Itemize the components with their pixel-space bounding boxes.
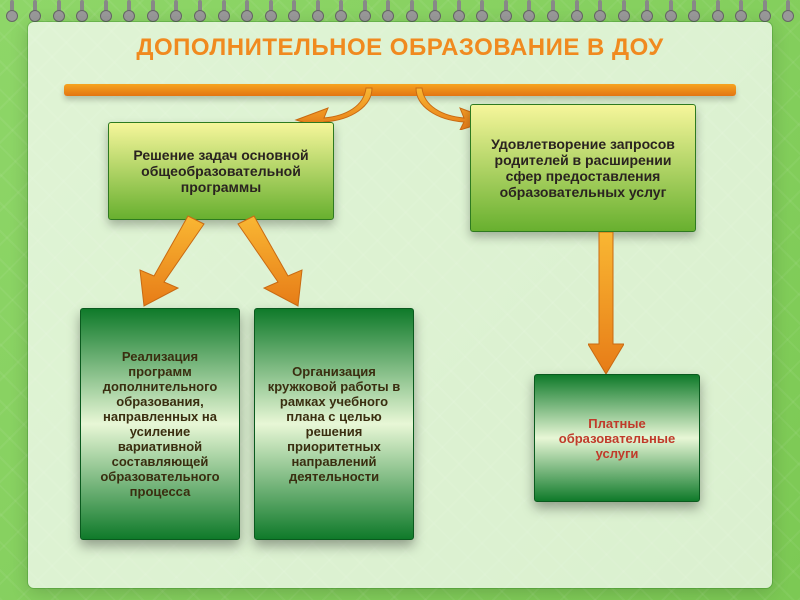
- top-box-2: Удовлетворение запросов родителей в расш…: [470, 104, 696, 232]
- page-title: ДОПОЛНИТЕЛЬНОЕ ОБРАЗОВАНИЕ В ДОУ: [28, 34, 772, 62]
- notebook-spiral: [0, 0, 800, 22]
- content-card: ДОПОЛНИТЕЛЬНОЕ ОБРАЗОВАНИЕ В ДОУ Решение…: [28, 22, 772, 588]
- bottom-box-1-text: Реализация программ дополнительного обра…: [89, 349, 231, 499]
- arrow-box1-to-bbox2: [234, 214, 308, 308]
- top-box-2-text: Удовлетворение запросов родителей в расш…: [481, 136, 685, 200]
- arrow-box1-to-bbox1: [134, 214, 208, 308]
- bottom-box-3-text: Платные образовательные услуги: [543, 416, 691, 461]
- top-box-1-text: Решение задач основной общеобразовательн…: [119, 147, 323, 195]
- bottom-box-1: Реализация программ дополнительного обра…: [80, 308, 240, 540]
- bottom-box-3: Платные образовательные услуги: [534, 374, 700, 502]
- top-box-1: Решение задач основной общеобразовательн…: [108, 122, 334, 220]
- bottom-box-2-text: Организация кружковой работы в рамках уч…: [263, 364, 405, 484]
- bottom-box-2: Организация кружковой работы в рамках уч…: [254, 308, 414, 540]
- arrow-box2-to-bbox3: [588, 232, 624, 374]
- divider-bar: [64, 84, 736, 96]
